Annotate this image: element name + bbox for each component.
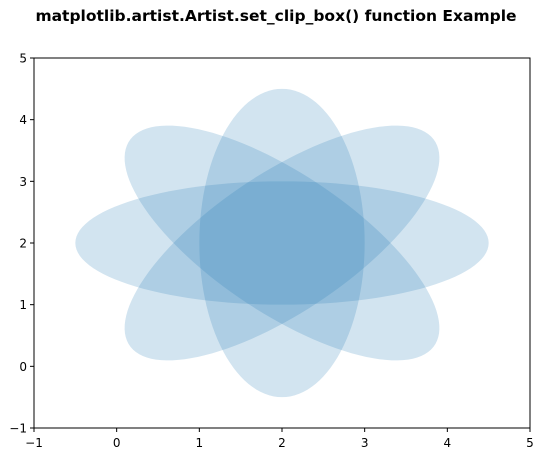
x-tick-label: 3 [361, 436, 369, 450]
y-tick-label: 2 [19, 237, 27, 251]
ellipse-135deg [124, 125, 440, 361]
y-tick-label: −1 [9, 422, 27, 436]
x-tick-label: 1 [196, 436, 204, 450]
y-tick-label: 3 [19, 175, 27, 189]
y-tick-label: 1 [19, 298, 27, 312]
x-tick-label: 0 [113, 436, 121, 450]
ellipse-90deg [199, 88, 365, 398]
y-tick-label: 0 [19, 360, 27, 374]
ellipse-45deg [124, 125, 440, 361]
x-axis: −1 0 1 2 3 4 5 [25, 428, 534, 450]
plot-background [34, 58, 530, 428]
x-tick-label: 2 [278, 436, 286, 450]
chart-title: matplotlib.artist.Artist.set_clip_box() … [35, 7, 517, 25]
y-tick-label: 5 [19, 52, 27, 66]
y-axis: −1 0 1 2 3 4 5 [9, 52, 34, 436]
x-tick-label: −1 [25, 436, 43, 450]
ellipse-layer [75, 88, 489, 398]
y-tick-label: 4 [19, 113, 27, 127]
ellipse-0deg [75, 181, 489, 305]
x-tick-label: 5 [526, 436, 534, 450]
x-tick-label: 4 [444, 436, 452, 450]
